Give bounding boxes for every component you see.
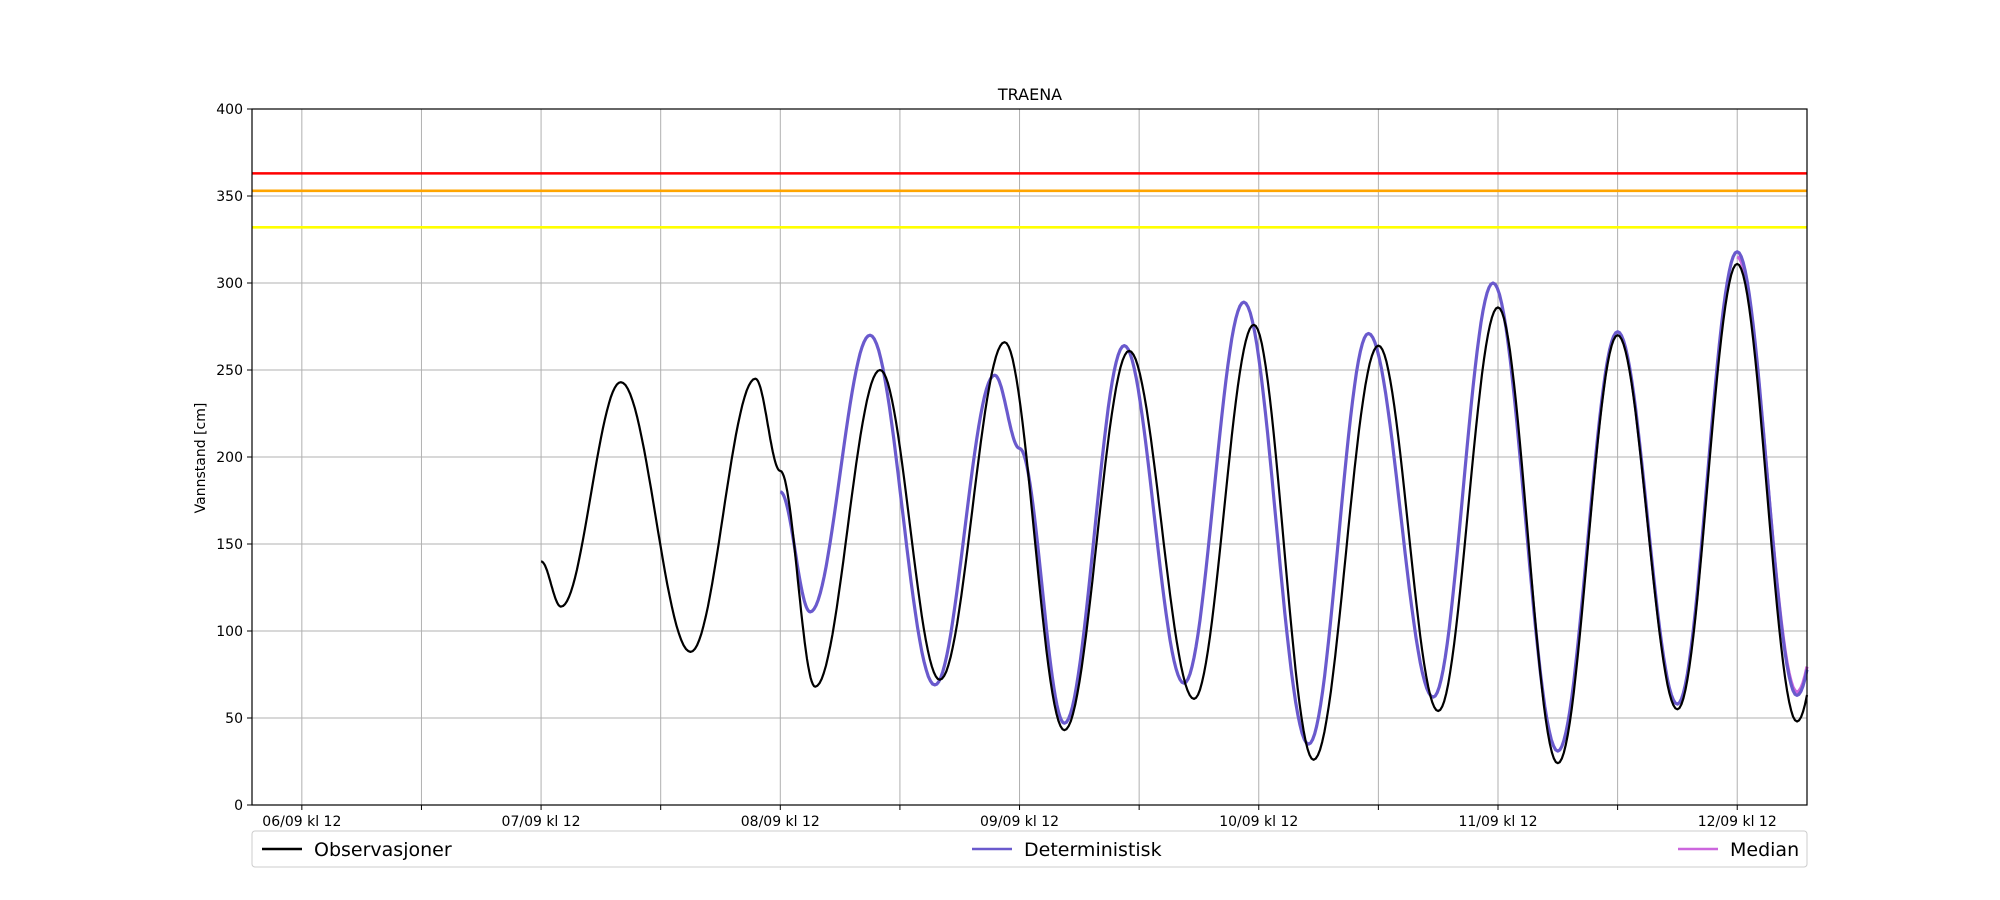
threshold-lines <box>252 172 1807 229</box>
x-tick-label: 12/09 kl 12 <box>1698 814 1777 830</box>
series-lines <box>540 250 1809 765</box>
y-axis-label: Vannstand [cm] <box>193 403 209 514</box>
legend-label: Median <box>1730 839 1799 861</box>
x-tick-label: 09/09 kl 12 <box>980 814 1059 830</box>
y-tick-label: 350 <box>216 189 243 205</box>
series-line-deterministisk <box>779 250 1809 753</box>
x-tick-label: 07/09 kl 12 <box>502 814 581 830</box>
x-tick-label: 11/09 kl 12 <box>1458 814 1537 830</box>
y-ticks: 0 50 100 150 200 250 300 350 400 <box>216 102 252 814</box>
y-tick-label: 250 <box>216 363 243 379</box>
x-ticks: 06/09 kl 12 07/09 kl 12 08/09 kl 12 09/09 k… <box>262 805 1777 830</box>
x-tick-label: 06/09 kl 12 <box>262 814 341 830</box>
legend-box <box>251 830 1808 868</box>
y-tick-label: 100 <box>216 624 243 640</box>
y-tick-label: 150 <box>216 537 243 553</box>
x-tick-label: 10/09 kl 12 <box>1219 814 1298 830</box>
legend-label: Observasjoner <box>314 839 452 861</box>
y-tick-label: 400 <box>216 102 243 118</box>
x-tick-label: 08/09 kl 12 <box>741 814 820 830</box>
y-tick-label: 200 <box>216 450 243 466</box>
y-tick-label: 0 <box>234 798 243 814</box>
grid <box>252 108 1807 806</box>
legend-label: Deterministisk <box>1024 839 1162 861</box>
series-line-observasjoner <box>540 262 1809 765</box>
y-tick-label: 300 <box>216 276 243 292</box>
series-line-median <box>1736 255 1809 694</box>
legend: Observasjoner Deterministisk Median <box>251 830 1808 868</box>
chart-title: TRAENA <box>997 85 1062 104</box>
y-tick-label: 50 <box>225 711 243 727</box>
